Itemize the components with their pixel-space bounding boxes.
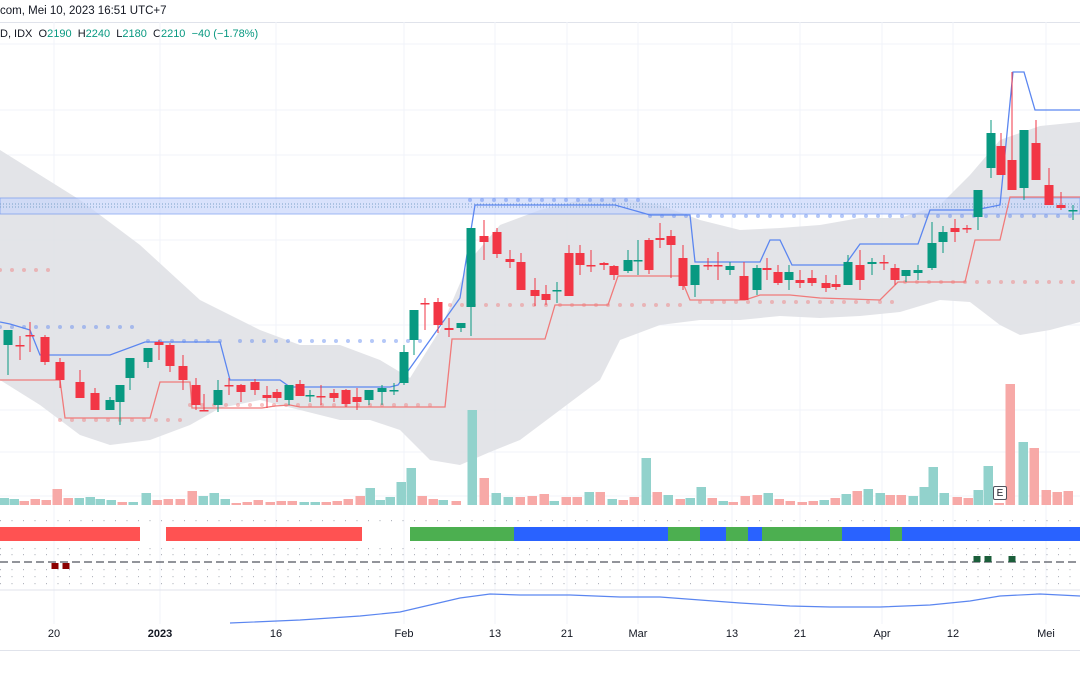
x-tick-label: 12 bbox=[946, 628, 960, 640]
volume-bars bbox=[0, 384, 1073, 505]
source-timestamp: com, Mei 10, 2023 16:51 UTC+7 bbox=[0, 5, 167, 17]
high-value: 2240 bbox=[85, 28, 111, 40]
x-tick-label: Mar bbox=[628, 628, 648, 640]
x-tick-label: Mei bbox=[1037, 628, 1055, 640]
symbol-exchange: D, IDX bbox=[0, 28, 33, 40]
low-label: L bbox=[116, 28, 123, 40]
change-value: −40 (−1.78%) bbox=[191, 28, 259, 40]
low-value: 2180 bbox=[122, 28, 147, 40]
candlesticks bbox=[3, 72, 1078, 425]
x-tick-label: 16 bbox=[269, 628, 283, 640]
close-label: C bbox=[153, 28, 161, 40]
x-tick-label: 13 bbox=[488, 628, 502, 640]
chart-header: com, Mei 10, 2023 16:51 UTC+7 bbox=[0, 0, 1080, 23]
resistance-zone bbox=[0, 197, 1080, 215]
close-value: 2210 bbox=[160, 28, 186, 40]
bollinger-band bbox=[0, 122, 1080, 465]
grid-lines bbox=[0, 22, 1080, 624]
x-tick-label: Feb bbox=[394, 628, 414, 640]
price-chart[interactable] bbox=[0, 22, 1080, 624]
x-tick-label: 21 bbox=[560, 628, 574, 640]
time-axis[interactable]: 20 2023 16 Feb 13 21 Mar 13 21 Apr 12 Mei bbox=[0, 624, 1080, 651]
high-label: H bbox=[77, 28, 86, 40]
open-label: O bbox=[38, 28, 48, 40]
open-value: 2190 bbox=[47, 28, 72, 40]
earnings-marker[interactable]: E bbox=[993, 486, 1007, 500]
x-tick-label: Apr bbox=[873, 628, 891, 640]
x-tick-label: 2023 bbox=[147, 628, 173, 640]
ohlc-legend: D, IDX O2190 H2240 L2180 C2210 −40 (−1.7… bbox=[0, 26, 258, 42]
x-tick-label: 20 bbox=[47, 628, 61, 640]
indicator-panes bbox=[0, 520, 1080, 624]
donchian-channels bbox=[0, 71, 1080, 419]
x-tick-label: 13 bbox=[725, 628, 739, 640]
x-tick-label: 21 bbox=[793, 628, 807, 640]
